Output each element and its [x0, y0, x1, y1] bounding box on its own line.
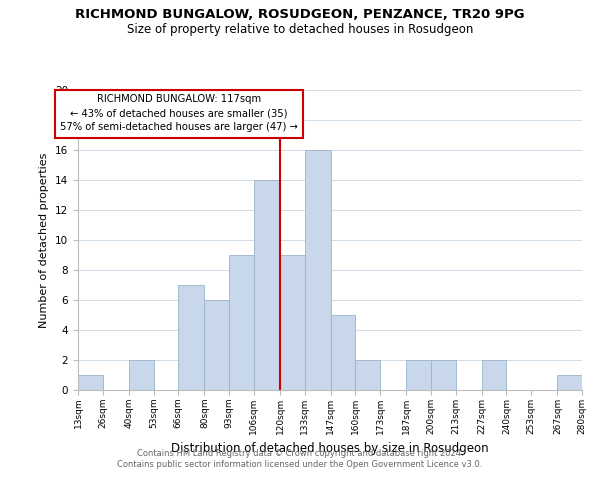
Bar [78, 375, 103, 390]
Bar [406, 360, 431, 390]
Bar [129, 360, 154, 390]
Text: RICHMOND BUNGALOW: 117sqm
← 43% of detached houses are smaller (35)
57% of semi-: RICHMOND BUNGALOW: 117sqm ← 43% of detac… [60, 94, 298, 132]
Bar [205, 300, 229, 390]
Text: Contains HM Land Registry data © Crown copyright and database right 2024.: Contains HM Land Registry data © Crown c… [137, 448, 463, 458]
Bar [178, 285, 205, 390]
Bar [557, 375, 582, 390]
Bar [254, 180, 280, 390]
Bar [305, 150, 331, 390]
Text: Size of property relative to detached houses in Rosudgeon: Size of property relative to detached ho… [127, 22, 473, 36]
Text: Contains public sector information licensed under the Open Government Licence v3: Contains public sector information licen… [118, 460, 482, 469]
Bar [355, 360, 380, 390]
Bar [280, 255, 305, 390]
Text: RICHMOND BUNGALOW, ROSUDGEON, PENZANCE, TR20 9PG: RICHMOND BUNGALOW, ROSUDGEON, PENZANCE, … [75, 8, 525, 20]
Bar [229, 255, 254, 390]
Bar [431, 360, 455, 390]
Bar [482, 360, 506, 390]
X-axis label: Distribution of detached houses by size in Rosudgeon: Distribution of detached houses by size … [171, 442, 489, 456]
Bar [331, 315, 355, 390]
Y-axis label: Number of detached properties: Number of detached properties [40, 152, 49, 328]
